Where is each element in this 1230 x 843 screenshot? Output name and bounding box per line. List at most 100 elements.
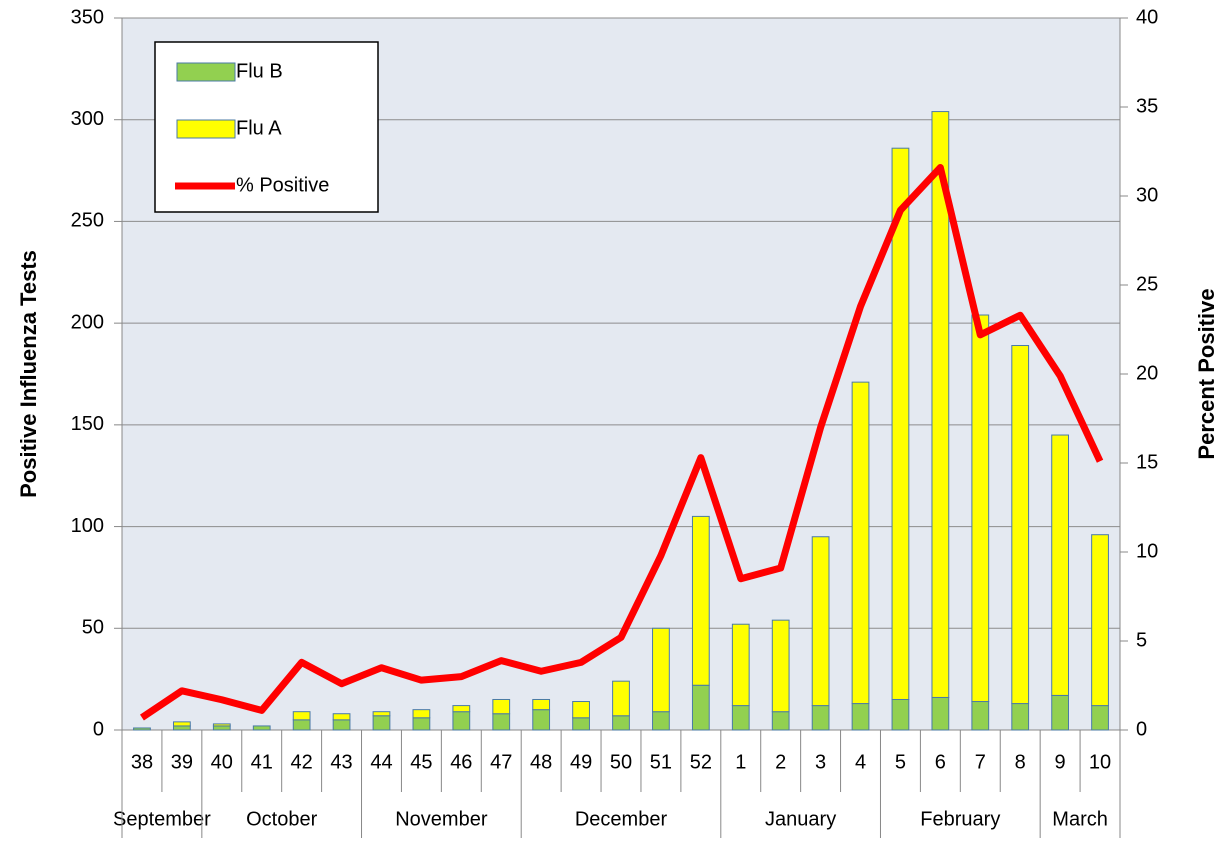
bar-segment	[1011, 703, 1030, 731]
y-tick-label: 0	[93, 718, 104, 740]
bar-segment	[532, 698, 551, 711]
legend-label: % Positive	[236, 174, 329, 196]
y-tick-label: 200	[71, 311, 104, 333]
x-tick-label: 42	[291, 751, 313, 773]
bar-segment	[412, 717, 431, 731]
bar-segment	[1051, 694, 1070, 731]
month-label: March	[1052, 808, 1108, 830]
y2-tick-label: 40	[1136, 6, 1158, 28]
month-label: September	[113, 808, 211, 830]
line-series	[140, 164, 1104, 721]
y-tick-label: 50	[82, 617, 104, 639]
bar-segment	[452, 711, 471, 731]
bar-segment	[811, 536, 830, 707]
month-label: November	[395, 808, 488, 830]
x-tick-label: 49	[570, 751, 592, 773]
y2-tick-label: 5	[1136, 629, 1147, 651]
bar-segment	[292, 719, 311, 731]
bar-segment	[212, 723, 231, 727]
bar-segment	[851, 381, 870, 705]
x-tick-label: 5	[895, 751, 906, 773]
bar-segment	[172, 725, 191, 731]
bar-segment	[771, 619, 790, 713]
legend-label: Flu A	[236, 117, 282, 139]
y-tick-label: 250	[71, 210, 104, 232]
bar-segment	[332, 713, 351, 721]
bar-segment	[452, 705, 471, 713]
bar-segment	[532, 709, 551, 731]
legend-swatch	[176, 119, 236, 139]
bar-segment	[372, 715, 391, 731]
bar-segment	[212, 725, 231, 731]
bar-segment	[1091, 534, 1109, 707]
bar-segment	[731, 705, 750, 731]
x-tick-label: 43	[330, 751, 352, 773]
bar-segment	[652, 711, 670, 731]
x-tick-label: 3	[815, 751, 826, 773]
bar-segment	[931, 111, 950, 698]
x-tick-label: 1	[735, 751, 746, 773]
bar-segment	[771, 711, 790, 731]
legend-swatch	[176, 62, 236, 82]
month-label: February	[920, 808, 1000, 830]
bar-segment	[971, 314, 990, 703]
bar-segment	[412, 709, 431, 719]
x-tick-label: 45	[410, 751, 432, 773]
month-label: October	[246, 808, 317, 830]
bar-segment	[252, 725, 271, 731]
bar-segment	[612, 715, 630, 731]
bar-segment	[572, 701, 590, 719]
y2-tick-label: 35	[1136, 95, 1158, 117]
y2-axis-title: Percent Positive	[1194, 288, 1219, 459]
y2-tick-label: 20	[1136, 362, 1158, 384]
bar-segment	[931, 696, 950, 731]
bar-segment	[292, 711, 311, 721]
bar-segment	[492, 698, 511, 715]
x-tick-label: 50	[610, 751, 632, 773]
bar-segment	[492, 713, 511, 731]
x-tick-label: 51	[650, 751, 672, 773]
x-tick-label: 7	[975, 751, 986, 773]
bar-segment	[1051, 434, 1070, 696]
bar-segment	[811, 705, 830, 731]
bar-segment	[612, 680, 630, 717]
bar-segment	[133, 727, 151, 731]
x-tick-label: 52	[690, 751, 712, 773]
x-tick-label: 40	[211, 751, 233, 773]
y2-tick-label: 15	[1136, 451, 1158, 473]
x-tick-label: 44	[370, 751, 392, 773]
y2-tick-label: 30	[1136, 184, 1158, 206]
bar-segment	[891, 698, 910, 731]
x-tick-label: 9	[1055, 751, 1066, 773]
y-tick-label: 350	[71, 6, 104, 28]
bar-segment	[332, 719, 351, 731]
x-tick-label: 41	[251, 751, 273, 773]
x-tick-label: 2	[775, 751, 786, 773]
bar-segment	[1091, 705, 1109, 731]
x-tick-label: 48	[530, 751, 552, 773]
bar-segment	[372, 711, 391, 717]
bar-segment	[891, 147, 910, 700]
bar-segment	[691, 515, 710, 686]
bar-segment	[851, 703, 870, 731]
bar-segment	[652, 627, 670, 713]
y-tick-label: 150	[71, 413, 104, 435]
bar-segment	[1011, 345, 1030, 705]
y2-tick-label: 25	[1136, 273, 1158, 295]
bar-segment	[572, 717, 590, 731]
x-tick-label: 47	[490, 751, 512, 773]
x-tick-label: 39	[171, 751, 193, 773]
y2-tick-label: 0	[1136, 718, 1147, 740]
x-tick-label: 46	[450, 751, 472, 773]
x-tick-label: 6	[935, 751, 946, 773]
bar-segment	[691, 684, 710, 731]
bar-segment	[172, 721, 191, 727]
month-label: January	[765, 808, 836, 830]
x-tick-label: 4	[855, 751, 866, 773]
x-tick-label: 10	[1089, 751, 1111, 773]
x-tick-label: 8	[1015, 751, 1026, 773]
bar-segment	[971, 701, 990, 731]
legend-label: Flu B	[236, 60, 283, 82]
y-tick-label: 300	[71, 108, 104, 130]
